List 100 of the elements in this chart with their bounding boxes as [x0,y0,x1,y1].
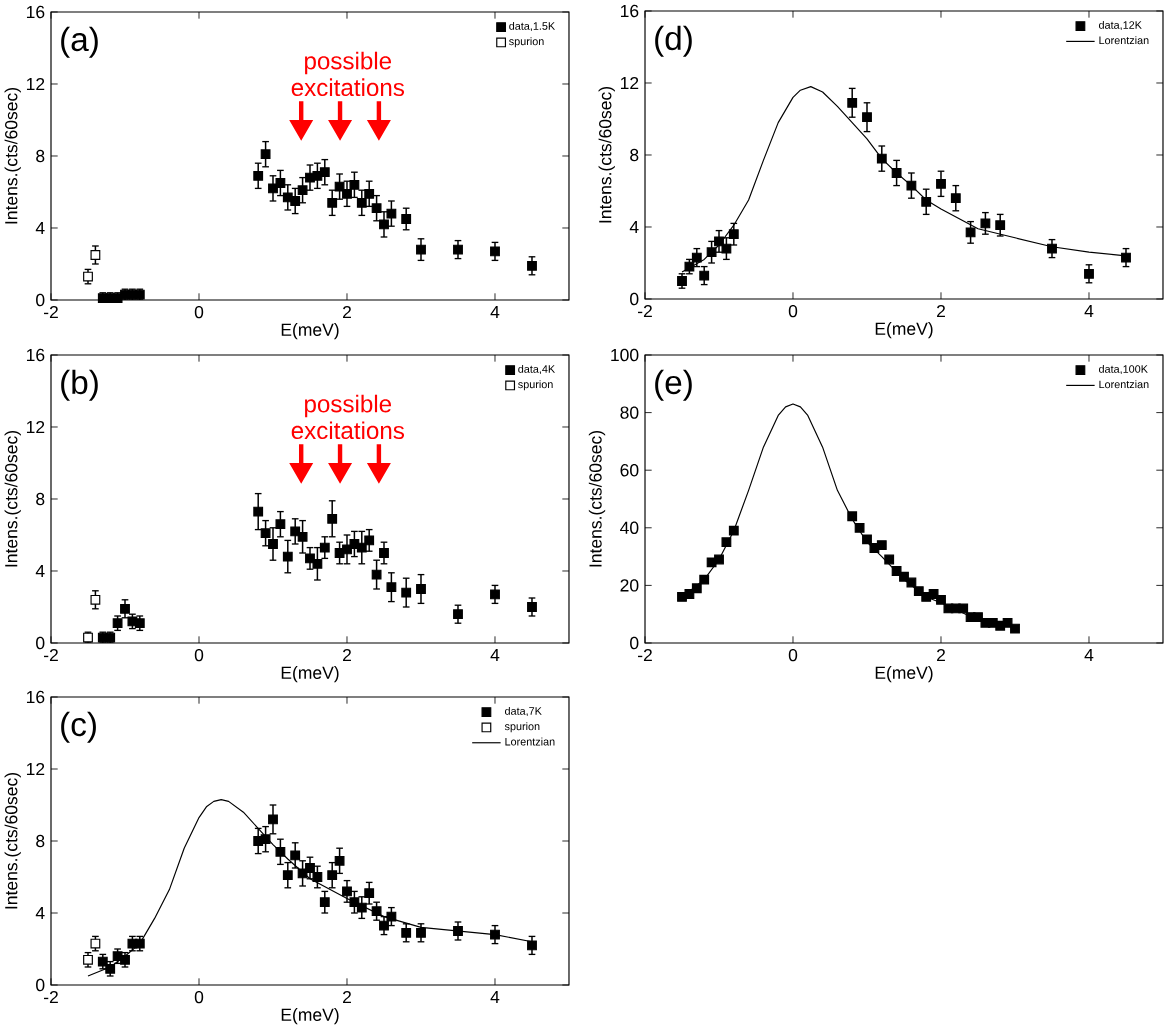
x-axis-title: E(meV) [875,322,933,339]
x-tick-label: -2 [44,648,58,662]
annotation: (e) [655,369,692,401]
point [891,168,902,178]
point [327,197,338,208]
point [305,553,315,564]
y-tick-label: 16 [26,690,45,704]
y-axis-title: Intens.(cts/60sec) [4,773,21,909]
legend-label: data,100K [1099,364,1148,375]
point [1002,617,1013,628]
annotation: (a) [61,26,98,58]
y-tick-label: 4 [629,220,639,234]
point [699,270,710,281]
point [356,197,367,208]
point [1084,268,1094,279]
x-tick-label: 2 [937,648,945,662]
point [268,539,278,549]
y-axis-title: Intens.(cts/60sec) [598,87,615,223]
point [364,535,375,546]
point [334,855,345,866]
point [401,927,412,938]
point [260,149,271,160]
point [416,244,426,255]
point [854,522,865,533]
point [950,193,961,204]
x-tick-label: 2 [343,990,351,1004]
point [416,584,426,594]
point [386,582,397,593]
point [527,602,537,612]
point [847,97,858,108]
point [876,153,887,164]
y-tick-label: 40 [620,521,639,535]
point [884,554,895,565]
point [275,846,286,857]
x-tick-label: 0 [788,648,798,662]
annotation: possible excitations [291,394,405,440]
y-tick-label: 16 [26,348,45,362]
point [319,897,330,908]
point [876,540,887,550]
x-tick-label: -2 [638,304,652,318]
point [290,196,301,206]
point [319,167,330,178]
point [364,888,375,899]
y-tick-label: 4 [35,564,45,578]
point [706,247,717,258]
point [490,929,500,940]
point [980,218,991,229]
y-tick-label: 0 [630,636,639,650]
point [527,940,537,951]
point [342,886,352,897]
y-axis-title: Intens.(cts/60sec) [588,431,606,567]
legend-label: data,7K [505,706,542,717]
point [847,511,858,522]
point [401,214,412,224]
x-tick-label: 0 [194,648,204,662]
point [453,609,463,620]
point [453,244,463,255]
point [691,583,702,594]
point [312,872,323,882]
y-axis-title: Intens.(cts/60sec) [4,88,21,224]
y-tick-label: 8 [36,492,45,506]
y-tick-label: 12 [26,77,45,91]
legend-label: Lorentzian [1099,36,1149,45]
y-tick-label: 8 [36,834,45,848]
point [120,603,130,614]
point [342,188,352,199]
y-tick-label: 4 [35,221,45,235]
point [936,594,946,605]
point [253,170,264,181]
x-tick-label: 4 [490,305,500,318]
point [965,227,976,238]
point [379,219,389,230]
legend-label: spurion [504,722,540,733]
point [282,870,293,881]
y-tick-label: 16 [620,4,639,18]
y-axis-title: Intens.(cts/60sec) [4,431,21,567]
y-tick-label: 12 [26,762,45,776]
legend-label: spurion [509,37,544,48]
x-tick-label: 0 [788,304,798,318]
point [862,112,872,123]
point [906,577,917,588]
point [327,513,338,524]
point [282,551,293,562]
point [364,188,375,199]
point [371,203,382,214]
y-tick-label: 16 [26,5,45,19]
point [401,587,412,598]
x-tick-label: 4 [490,648,500,661]
point [699,574,710,585]
annotation: (d) [655,25,692,57]
x-tick-label: 4 [1084,648,1094,661]
point [728,525,739,536]
x-tick-label: 2 [343,648,351,662]
point [728,229,739,240]
point [1010,623,1020,634]
annotation: (b) [61,369,98,401]
point [906,180,917,191]
annotation: (c) [61,711,96,743]
legend-label: data,12K [1099,20,1142,31]
x-tick-label: -2 [44,990,58,1004]
